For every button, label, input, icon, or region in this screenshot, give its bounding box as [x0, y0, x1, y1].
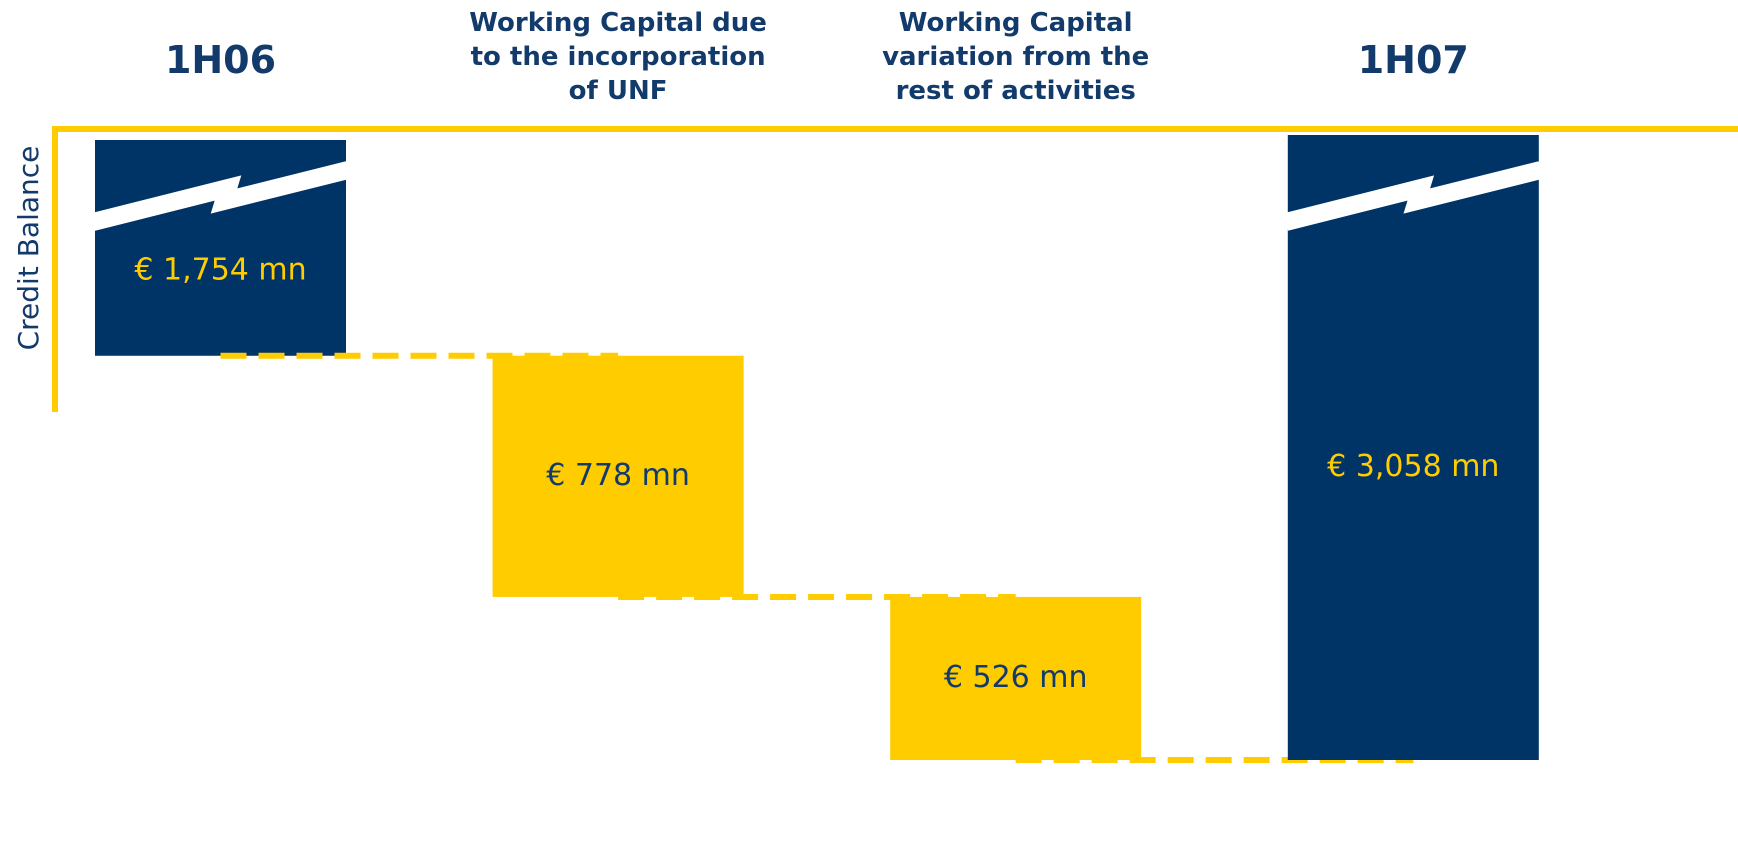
axis-break — [1283, 161, 1543, 231]
axis-break — [90, 161, 351, 231]
bar — [890, 596, 1142, 760]
category-label: 1H07 — [1357, 38, 1469, 82]
bar — [1287, 135, 1539, 760]
category-label: Working Capital due to the incorporation… — [469, 8, 767, 106]
value-label: € 1,754 mn — [134, 252, 306, 287]
value-label: € 3,058 mn — [1327, 449, 1499, 484]
value-label: € 526 mn — [944, 660, 1088, 695]
category-label: 1H06 — [164, 38, 277, 82]
y-axis-label: Credit Balance — [12, 146, 45, 351]
category-label: Working Capital variation from the rest … — [882, 8, 1150, 106]
value-label: € 778 mn — [546, 458, 690, 493]
bar — [492, 355, 744, 597]
